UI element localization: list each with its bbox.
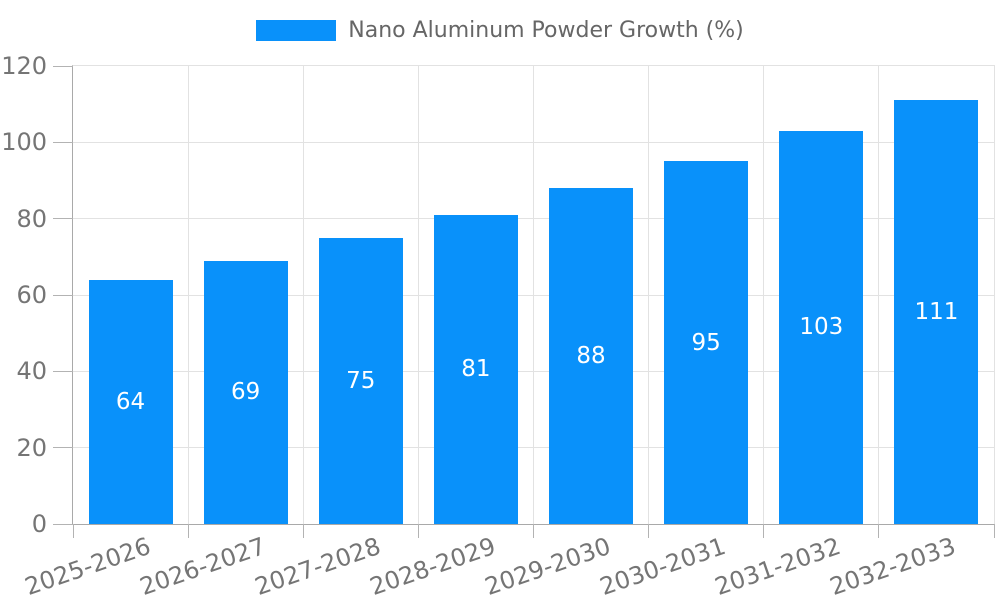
plot-area[interactable]: 0 20 40 60 80 100 120 64 2025-2026 69 2026-2027 75 2… (1, 52, 995, 600)
bar-value-label: 103 (799, 314, 844, 341)
y-tick-label: 60 (16, 281, 47, 309)
y-tick (53, 447, 73, 449)
x-tick (763, 524, 765, 538)
x-gridline (648, 66, 650, 524)
y-tick-label: 100 (1, 128, 47, 157)
bar-value-label: 88 (576, 343, 606, 370)
chart-legend[interactable]: Nano Aluminum Powder Growth (%) (0, 18, 1000, 43)
x-gridline (302, 66, 304, 524)
x-gridline (187, 66, 189, 524)
bar-value-label: 81 (461, 356, 491, 383)
y-tick (53, 294, 73, 296)
x-gridline (878, 66, 880, 524)
bar[interactable] (779, 130, 864, 524)
y-tick-label: 80 (16, 204, 47, 233)
bar[interactable] (894, 100, 979, 524)
legend-label: Nano Aluminum Powder Growth (%) (348, 18, 744, 43)
bar[interactable] (549, 188, 634, 524)
bar[interactable] (318, 237, 403, 524)
bar-value-label: 64 (115, 388, 146, 415)
x-gridline (763, 66, 765, 524)
x-tick (648, 524, 650, 538)
x-tick (72, 524, 74, 538)
legend-swatch-icon (256, 20, 337, 41)
x-gridline (417, 66, 419, 524)
x-gridline (533, 66, 534, 524)
y-tick (53, 370, 73, 372)
y-tick (53, 65, 73, 67)
x-tick (417, 524, 419, 538)
bar[interactable] (433, 214, 518, 524)
y-tick-label: 40 (16, 357, 47, 386)
bar-value-label: 69 (231, 379, 261, 406)
bar[interactable] (88, 279, 173, 524)
x-tick (533, 524, 534, 538)
y-tick-label: 0 (31, 510, 47, 538)
bar[interactable] (203, 260, 288, 524)
x-tick (187, 524, 189, 538)
x-tick (878, 524, 880, 538)
y-tick-label: 20 (16, 433, 47, 462)
y-tick (53, 218, 73, 220)
y-tick (53, 523, 73, 525)
x-tick (302, 524, 304, 538)
bar-value-label: 75 (346, 367, 376, 394)
y-tick-label: 120 (1, 52, 47, 80)
x-tick (993, 524, 995, 538)
bar-value-label: 111 (914, 299, 959, 326)
y-tick (53, 141, 73, 143)
bar[interactable] (664, 161, 749, 524)
bar-value-label: 95 (691, 329, 721, 356)
